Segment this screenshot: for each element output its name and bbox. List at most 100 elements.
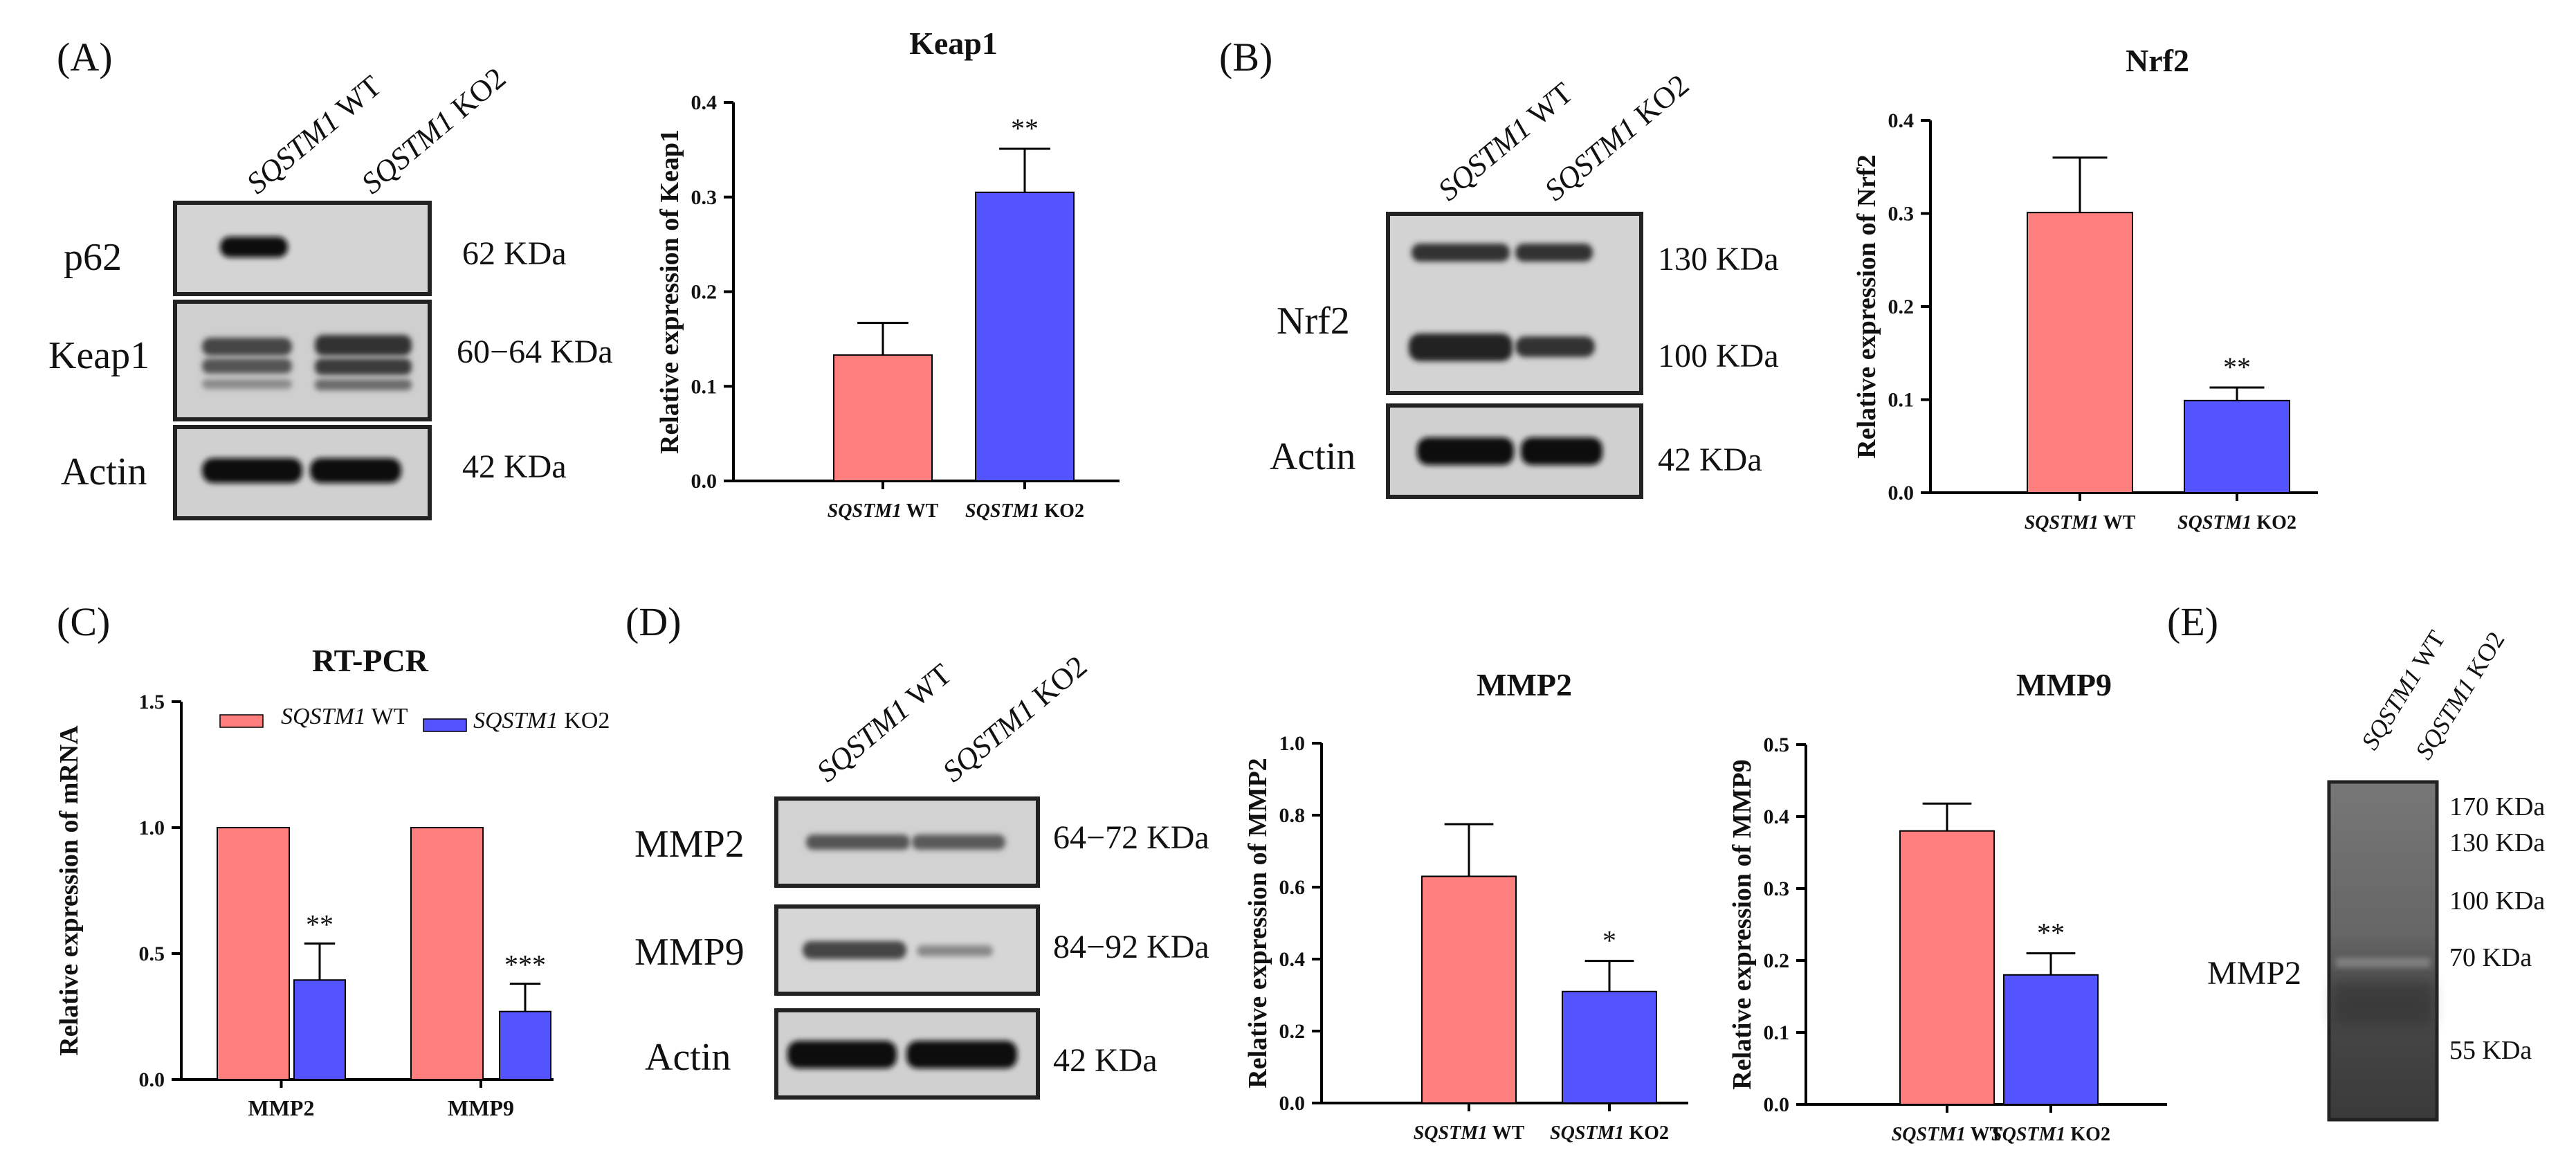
legend-label-ko2: SQSTM1 KO2 — [473, 708, 610, 734]
bar-mmp2-ko2 — [293, 979, 346, 1080]
marker-55: 55 KDa — [2449, 1036, 2532, 1065]
y-axis-title: Relative expression of mRNA — [55, 725, 84, 1056]
y-tick-label: 0.2 — [691, 281, 718, 304]
band-keap1-wt-c — [202, 379, 292, 389]
y-tick-label: 0.3 — [1888, 203, 1915, 226]
y-tick-label: 0.5 — [1764, 734, 1790, 756]
row-label-mmp2: MMP2 — [634, 823, 745, 866]
marker-70: 70 KDa — [2449, 943, 2532, 972]
x-category-label: SQSTM1 KO2 — [2177, 512, 2296, 534]
panel-label-c: (C) — [57, 599, 110, 644]
lane-label-wt: SQSTM1 WT — [810, 657, 958, 788]
kda-mmp9: 84−92 KDa — [1053, 929, 1209, 965]
y-tick-label: 0.0 — [1764, 1093, 1790, 1116]
y-tick-label: 0.2 — [1764, 949, 1790, 972]
band-actin-b-ko — [1521, 437, 1602, 465]
chart-title: Nrf2 — [2126, 43, 2189, 78]
band-mmp9-wt — [803, 941, 906, 959]
lane-label-ko: SQSTM1 KO2 — [355, 61, 512, 201]
row-label-p62: p62 — [64, 236, 122, 279]
row-label-actin-a: Actin — [61, 450, 147, 493]
bar-ko — [2184, 399, 2290, 493]
band-actin-b-wt — [1417, 437, 1514, 465]
band-nrf2-130-wt — [1412, 244, 1510, 262]
y-tick-label: 0.2 — [1888, 295, 1915, 318]
chart-keap1: 0.0 0.1 0.2 0.3 0.4 Keap1 Relative expression … — [655, 26, 1120, 522]
y-tick-label: 0.1 — [1888, 389, 1915, 412]
significance-label: ** — [2037, 918, 2065, 949]
y-tick-label: 0.4 — [691, 91, 718, 114]
marker-170: 170 KDa — [2449, 792, 2545, 821]
chart-title: Keap1 — [909, 26, 998, 61]
chart-title: MMP2 — [1477, 667, 1572, 702]
blot-mmp9 — [774, 904, 1040, 996]
x-category-label: SQSTM1 WT — [2025, 512, 2136, 534]
kda-mmp2: 64−72 KDa — [1053, 819, 1209, 856]
blot-p62 — [173, 201, 432, 296]
y-tick-label: 1.0 — [1279, 732, 1306, 755]
bar-wt — [833, 354, 933, 482]
band-keap1-wt-b — [202, 358, 292, 374]
panel-d: (D) SQSTM1 WT SQSTM1 KO2 MMP2 64−72 KDa … — [625, 599, 1209, 1100]
band-nrf2-100-ko — [1515, 336, 1595, 357]
panel-label-d: (D) — [625, 599, 682, 644]
y-axis-title: Relative expression of MMP9 — [1728, 759, 1757, 1089]
bar-ko — [975, 191, 1075, 482]
band-nrf2-130-ko — [1515, 244, 1593, 262]
chart-title: MMP9 — [2016, 667, 2112, 702]
kda-keap1: 60−64 KDa — [457, 334, 613, 370]
y-tick-label: 0.0 — [691, 470, 718, 493]
bar-mmp2-wt — [217, 827, 290, 1080]
y-tick-label: 1.5 — [139, 691, 165, 713]
row-label-zymogram: MMP2 — [2207, 955, 2301, 992]
row-label-keap1: Keap1 — [48, 334, 149, 377]
kda-actin-d: 42 KDa — [1053, 1042, 1158, 1079]
band-mmp9-ko — [917, 945, 993, 956]
bar-ko — [1562, 990, 1657, 1104]
chart-title: RT-PCR — [312, 643, 429, 678]
kda-actin-a: 42 KDa — [462, 448, 567, 485]
kda-actin-b: 42 KDa — [1658, 441, 1762, 478]
y-tick-label: 1.0 — [139, 817, 165, 839]
panel-label-e: (E) — [2167, 599, 2218, 644]
band-actin-a-wt — [202, 458, 302, 483]
y-tick-label: 0.0 — [1888, 482, 1915, 504]
significance-label: ** — [2223, 352, 2251, 383]
band-keap1-ko-a — [315, 335, 412, 356]
x-category-label: SQSTM1 WT — [1892, 1124, 2003, 1145]
y-tick-label: 0.8 — [1279, 804, 1306, 827]
x-category-label: MMP2 — [248, 1095, 315, 1120]
band-p62-wt — [220, 237, 288, 257]
y-tick-label: 0.4 — [1888, 109, 1915, 132]
blot-nrf2 — [1386, 212, 1643, 395]
y-tick-label: 0.1 — [1764, 1021, 1790, 1044]
chart-mmp2: 0.0 0.2 0.4 0.6 0.8 1.0 MMP2 Relative expressio… — [1243, 667, 1688, 1144]
panel-b: (B) SQSTM1 WT SQSTM1 KO2 Nrf2 130 KDa 10… — [1219, 35, 1779, 499]
bar-mmp9-wt — [410, 827, 484, 1080]
y-tick-label: 0.0 — [1279, 1092, 1306, 1115]
x-category-label: SQSTM1 WT — [1414, 1122, 1525, 1144]
band-nrf2-100-wt — [1409, 334, 1513, 361]
marker-100: 100 KDa — [2449, 886, 2545, 916]
band-actin-d-ko — [906, 1041, 1017, 1068]
y-tick-label: 0.4 — [1279, 948, 1306, 971]
band-keap1-wt-a — [202, 338, 292, 356]
band-mmp2-wt — [806, 835, 910, 850]
y-tick-label: 0.6 — [1279, 876, 1306, 899]
row-label-nrf2: Nrf2 — [1277, 300, 1350, 343]
significance-label: *** — [504, 949, 546, 981]
marker-130: 130 KDa — [2449, 828, 2545, 857]
legend-swatch-ko2 — [423, 718, 467, 732]
panel-label-b: (B) — [1219, 35, 1272, 80]
kda-nrf2-top: 130 KDa — [1658, 241, 1779, 277]
x-category-label: SQSTM1 KO2 — [965, 500, 1084, 522]
band-keap1-ko-c — [315, 379, 412, 390]
y-tick-label: 0.1 — [691, 375, 718, 398]
legend-swatch-wt — [219, 714, 264, 728]
bar-mmp9-ko2 — [499, 1010, 551, 1080]
y-tick-label: 0.3 — [1764, 877, 1790, 900]
significance-label: ** — [1011, 113, 1039, 144]
y-tick-label: 0.0 — [139, 1068, 165, 1091]
y-tick-label: 0.3 — [691, 186, 718, 209]
band-mmp2-ko — [912, 835, 1005, 850]
